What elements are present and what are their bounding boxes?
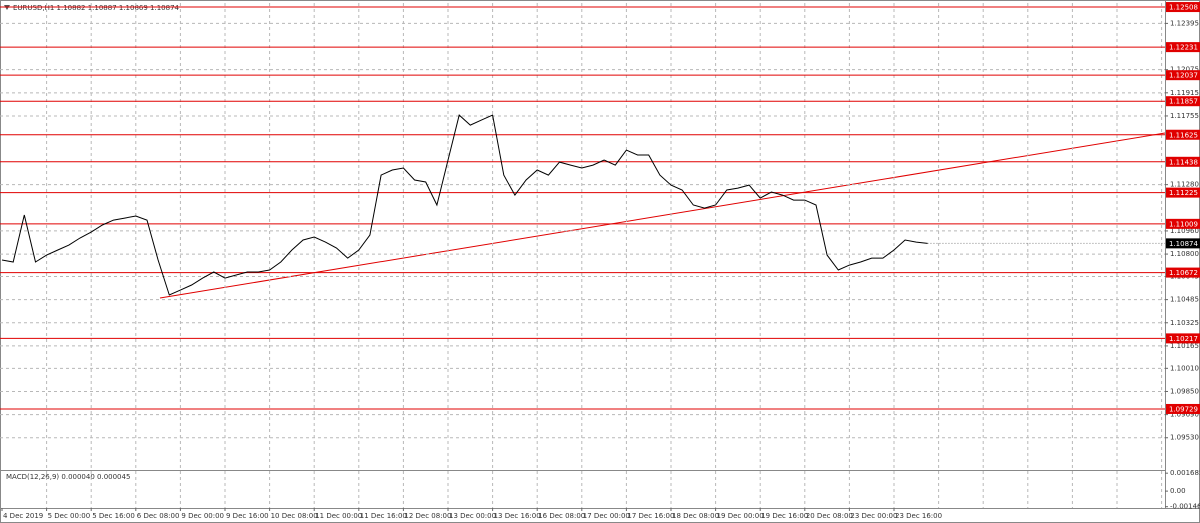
x-tick-label: 19 Dec 00:00: [717, 512, 764, 520]
level-tag: [1166, 333, 1200, 344]
level-label: 1.11857: [1169, 98, 1198, 106]
level-tag: [1166, 42, 1200, 53]
level-label: 1.11625: [1169, 131, 1198, 139]
x-tick-label: 9 Dec 16:00: [226, 512, 269, 520]
y-tick-label: 1.10800: [1170, 250, 1199, 258]
level-label: 1.11438: [1169, 158, 1198, 166]
x-tick-label: 9 Dec 00:00: [181, 512, 224, 520]
level-tag: [1166, 70, 1200, 81]
y-tick-label: 1.09690: [1170, 411, 1199, 419]
macd-label: MACD(12,26,9) 0.000040 0.000045: [6, 473, 130, 481]
y-tick-label: 1.11280: [1170, 181, 1199, 189]
level-tag: [1166, 267, 1200, 278]
x-tick-label: 13 Dec 16:00: [494, 512, 541, 520]
level-label: 1.12231: [1169, 44, 1198, 52]
price-line: [1, 114, 928, 296]
x-tick-label: 17 Dec 00:00: [583, 512, 630, 520]
x-tick-label: 19 Dec 16:00: [761, 512, 808, 520]
x-tick-label: 18 Dec 08:00: [672, 512, 719, 520]
level-label: 1.09729: [1169, 405, 1198, 413]
y-tick-label: 1.09530: [1170, 434, 1199, 442]
chart-title: EURUSD,H1 1.10882 1.10887 1.10869 1.1087…: [13, 4, 180, 12]
x-tick-label: 6 Dec 08:00: [137, 512, 180, 520]
macd-tick-label: 0.001685: [1170, 469, 1200, 477]
y-tick-label: 1.10165: [1170, 342, 1199, 350]
level-tag: [1166, 2, 1200, 13]
x-tick-label: 13 Dec 00:00: [449, 512, 496, 520]
level-label: 1.12037: [1169, 72, 1198, 80]
y-tick-label: 1.11755: [1170, 112, 1199, 120]
x-tick-label: 11 Dec 16:00: [360, 512, 407, 520]
y-tick-label: 1.10325: [1170, 319, 1199, 327]
x-tick-label: 16 Dec 08:00: [538, 512, 585, 520]
y-tick-label: 1.12395: [1170, 19, 1199, 27]
level-tag: [1166, 96, 1200, 107]
y-tick-label: 1.11915: [1170, 89, 1199, 97]
level-tag: [1166, 129, 1200, 140]
trend-line: [159, 132, 1166, 299]
level-tag: [1166, 218, 1200, 229]
macd-tick-label: -0.001463: [1170, 503, 1200, 511]
x-tick-label: 5 Dec 00:00: [48, 512, 91, 520]
y-tick-label: 1.10010: [1170, 364, 1199, 372]
macd-tick-label: 0.00: [1170, 487, 1186, 495]
x-tick-label: 23 Dec 00:00: [850, 512, 897, 520]
x-tick-label: 23 Dec 16:00: [895, 512, 942, 520]
level-tag: [1166, 187, 1200, 198]
level-tag: [1166, 156, 1200, 167]
x-tick-label: 11 Dec 00:00: [315, 512, 362, 520]
level-label: 1.10672: [1169, 269, 1198, 277]
x-tick-label: 12 Dec 08:00: [404, 512, 451, 520]
y-tick-label: 1.12075: [1170, 66, 1199, 74]
x-tick-label: 5 Dec 16:00: [92, 512, 135, 520]
y-tick-label: 1.09850: [1170, 387, 1199, 395]
x-tick-label: 20 Dec 08:00: [806, 512, 853, 520]
last-price-label: 1.10874: [1169, 240, 1198, 248]
last-price-tag: [1166, 238, 1200, 249]
x-tick-label: 17 Dec 16:00: [627, 512, 674, 520]
level-tag: [1166, 403, 1200, 414]
y-tick-label: 1.10485: [1170, 296, 1199, 304]
x-tick-label: 10 Dec 08:00: [271, 512, 318, 520]
level-label: 1.11225: [1169, 189, 1198, 197]
level-label: 1.12508: [1169, 4, 1198, 12]
level-label: 1.10217: [1169, 335, 1198, 343]
y-tick-label: 1.10960: [1170, 227, 1199, 235]
x-tick-label: 4 Dec 2019: [3, 512, 43, 520]
level-label: 1.11009: [1169, 220, 1198, 228]
